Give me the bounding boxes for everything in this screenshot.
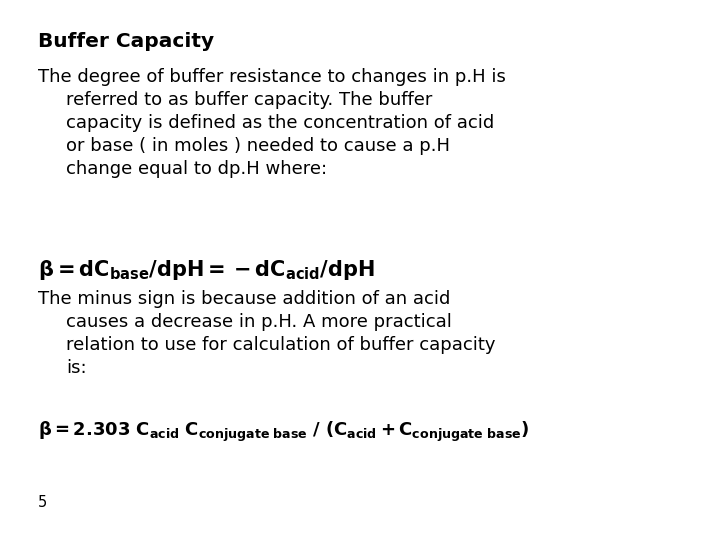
Text: change equal to dp.H where:: change equal to dp.H where: bbox=[66, 160, 327, 178]
Text: is:: is: bbox=[66, 359, 86, 377]
Text: 5: 5 bbox=[38, 495, 48, 510]
Text: The degree of buffer resistance to changes in p.H is: The degree of buffer resistance to chang… bbox=[38, 68, 506, 86]
Text: $\mathbf{\beta = dC_{base}/dpH = - dC_{acid}/dpH}$: $\mathbf{\beta = dC_{base}/dpH = - dC_{a… bbox=[38, 258, 375, 282]
Text: Buffer Capacity: Buffer Capacity bbox=[38, 32, 214, 51]
Text: relation to use for calculation of buffer capacity: relation to use for calculation of buffe… bbox=[66, 336, 495, 354]
Text: capacity is defined as the concentration of acid: capacity is defined as the concentration… bbox=[66, 114, 494, 132]
Text: $\mathbf{\beta = 2.303 \ C_{acid} \ C_{conjugate\ base} \ / \ (C_{acid} + C_{con: $\mathbf{\beta = 2.303 \ C_{acid} \ C_{c… bbox=[38, 420, 529, 444]
Text: causes a decrease in p.H. A more practical: causes a decrease in p.H. A more practic… bbox=[66, 313, 452, 331]
Text: or base ( in moles ) needed to cause a p.H: or base ( in moles ) needed to cause a p… bbox=[66, 137, 450, 155]
Text: The minus sign is because addition of an acid: The minus sign is because addition of an… bbox=[38, 290, 451, 308]
Text: referred to as buffer capacity. The buffer: referred to as buffer capacity. The buff… bbox=[66, 91, 433, 109]
